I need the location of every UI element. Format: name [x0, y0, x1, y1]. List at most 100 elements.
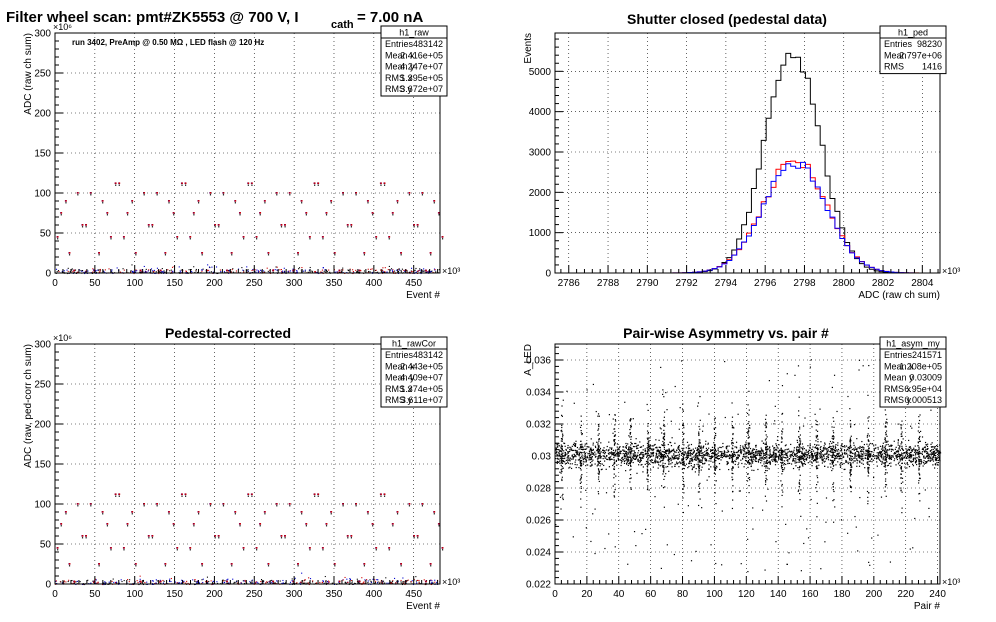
data-point: [758, 452, 760, 454]
data-point: [801, 451, 803, 453]
data-point: [402, 581, 404, 583]
data-point: [822, 458, 824, 461]
data-point: [627, 443, 629, 445]
data-point: [614, 454, 616, 456]
data-point: [151, 537, 154, 539]
data-point: [642, 457, 644, 459]
data-point: [844, 468, 846, 470]
data-point: [305, 525, 307, 527]
data-point: [894, 452, 897, 455]
data-point: [289, 270, 292, 272]
data-point: [573, 442, 575, 444]
data-point: [882, 457, 884, 459]
data-point: [640, 453, 642, 455]
data-point: [266, 581, 268, 583]
data-point: [798, 457, 800, 459]
data-point: [936, 458, 938, 460]
data-point: [382, 271, 384, 273]
data-point: [669, 457, 671, 459]
data-point: [408, 271, 411, 274]
data-point: [587, 457, 589, 459]
data-point: [562, 460, 565, 463]
data-point: [785, 463, 787, 466]
data-point: [808, 452, 810, 455]
data-point: [835, 450, 837, 452]
data-point: [106, 523, 109, 525]
data-point: [438, 212, 440, 214]
data-point: [648, 463, 651, 465]
data-point: [560, 444, 562, 446]
data-point: [926, 460, 928, 463]
data-point: [421, 503, 424, 505]
data-point: [342, 579, 344, 581]
data-point: [686, 455, 688, 457]
data-point: [838, 455, 840, 458]
data-point: [641, 452, 643, 454]
data-point: [140, 269, 142, 272]
data-point: [752, 448, 754, 450]
data-point: [708, 460, 710, 462]
data-point: [862, 447, 864, 449]
data-point: [578, 448, 580, 450]
data-point: [691, 460, 694, 462]
data-point: [856, 462, 858, 464]
data-point: [870, 451, 872, 453]
data-point: [875, 447, 877, 449]
data-point: [809, 455, 811, 457]
data-point: [774, 447, 776, 449]
data-point: [579, 451, 582, 454]
data-point: [856, 465, 858, 467]
data-point: [311, 270, 313, 272]
data-point: [135, 269, 137, 271]
data-point: [288, 270, 290, 272]
data-point: [201, 565, 203, 567]
data-point: [823, 447, 825, 449]
data-point: [372, 212, 374, 214]
data-point: [839, 462, 842, 464]
data-point: [584, 443, 586, 445]
data-point: [742, 457, 744, 460]
data-point: [349, 578, 352, 581]
data-point: [607, 452, 610, 454]
data-point: [864, 467, 866, 469]
data-point: [826, 451, 828, 453]
data-point: [708, 447, 710, 449]
data-point: [789, 451, 791, 453]
data-point: [264, 200, 266, 202]
data-point: [301, 513, 303, 515]
data-point: [673, 454, 675, 456]
data-point: [797, 467, 799, 469]
data-point: [866, 449, 868, 451]
data-point: [614, 450, 617, 452]
data-point: [622, 446, 624, 448]
data-point: [886, 450, 888, 452]
data-point: [912, 448, 914, 451]
chart-title: Shutter closed (pedestal data): [627, 11, 827, 27]
data-point: [885, 458, 887, 461]
data-point: [830, 454, 832, 457]
data-point: [854, 460, 856, 462]
data-point: [589, 454, 591, 456]
y-tick-label: 250: [34, 69, 51, 80]
data-point: [809, 443, 811, 445]
data-point: [932, 448, 934, 451]
data-point: [854, 453, 856, 455]
data-point: [562, 493, 564, 496]
data-point: [841, 463, 844, 465]
data-point: [377, 581, 379, 583]
data-point: [623, 450, 625, 453]
data-point: [617, 457, 619, 459]
data-point: [705, 454, 707, 457]
data-point: [152, 580, 154, 582]
data-point: [189, 547, 192, 549]
data-point: [658, 452, 660, 454]
data-point: [834, 458, 836, 460]
data-point: [375, 236, 378, 238]
data-point: [336, 271, 338, 273]
data-point: [930, 452, 933, 454]
data-point: [690, 450, 692, 452]
data-point: [579, 454, 581, 456]
data-point: [837, 450, 839, 452]
data-point: [108, 581, 110, 583]
data-point: [766, 462, 768, 464]
